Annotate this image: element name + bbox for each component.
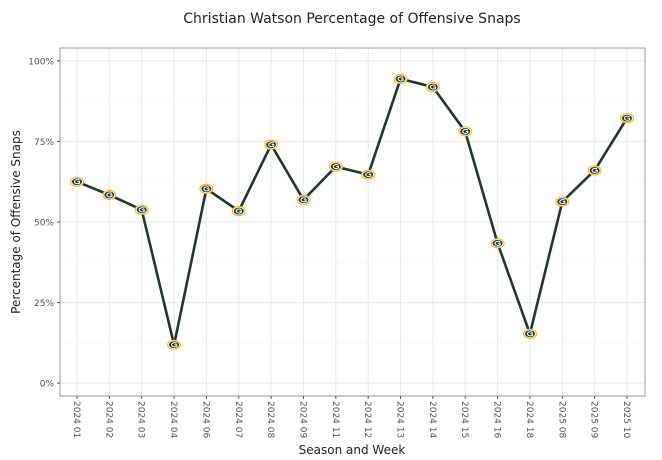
logo-g-letter [494, 240, 501, 246]
x-tick-label: 2024 08 [265, 401, 275, 438]
x-axis-label: Season and Week [299, 443, 406, 456]
grid [60, 48, 645, 396]
logo-g-letter [397, 76, 404, 82]
logo-g-letter [526, 331, 534, 337]
packers-logo-icon [264, 139, 279, 150]
logo-g-letter [365, 172, 372, 178]
x-axis: 2024 01 2024 02 2024 03 2024 04 2024 06 2024 … [71, 396, 631, 438]
y-tick-label: 75% [34, 138, 54, 148]
packers-logo-icon [458, 126, 473, 137]
logo-g-letter [462, 128, 469, 134]
x-tick-label: 2024 16 [492, 401, 502, 438]
y-axis-label: Percentage of Offensive Snaps [9, 130, 23, 314]
packers-logo-icon [425, 81, 440, 93]
packers-logo-icon [102, 189, 117, 201]
packers-logo-icon [587, 165, 602, 176]
logo-g-letter [332, 164, 339, 170]
logo-g-letter [170, 342, 178, 348]
x-tick-label: 2024 01 [71, 401, 81, 438]
y-tick-label: 25% [34, 299, 54, 309]
x-tick-label: 2024 14 [427, 401, 437, 438]
logo-g-letter [106, 192, 113, 198]
x-tick-label: 2024 07 [233, 401, 243, 438]
logo-g-letter [138, 207, 145, 213]
x-tick-label: 2024 12 [362, 401, 372, 438]
series-line [76, 77, 629, 347]
packers-logo-icon [522, 328, 537, 339]
packers-logo-icon [328, 161, 343, 172]
x-tick-label: 2024 03 [136, 401, 146, 438]
logo-g-letter [429, 84, 437, 90]
logo-g-letter [203, 186, 210, 192]
x-tick-label: 2024 18 [524, 401, 534, 438]
y-tick-label: 50% [34, 219, 54, 229]
x-tick-label: 2024 11 [330, 401, 340, 438]
x-tick-label: 2024 09 [297, 401, 307, 438]
logo-g-letter [300, 197, 307, 203]
x-tick-label: 2025 09 [589, 401, 599, 438]
x-tick-label: 2024 04 [168, 401, 178, 438]
packers-logo-icon [619, 113, 635, 124]
packers-logo-icon [393, 73, 408, 85]
y-tick-label: 100% [28, 57, 54, 67]
x-tick-label: 2024 13 [395, 401, 405, 438]
packers-logo-icon [361, 169, 376, 180]
packers-logo-icon [555, 196, 570, 207]
y-tick-label: 0% [40, 380, 55, 390]
packers-logo-icon [69, 176, 85, 187]
logo-g-letter [591, 167, 598, 173]
logo-g-letter [559, 199, 566, 205]
logo-g-letter [235, 208, 242, 214]
x-tick-label: 2024 06 [200, 401, 210, 438]
packers-logo-icon [490, 238, 505, 249]
logo-g-letter [268, 142, 275, 148]
x-tick-label: 2024 15 [459, 401, 469, 438]
data-points [69, 73, 635, 350]
logo-g-letter [73, 179, 81, 185]
x-tick-label: 2025 08 [556, 401, 566, 438]
y-axis: 0% 25% 50% 75% 100% [28, 57, 60, 390]
packers-logo-icon [199, 183, 214, 194]
x-tick-label: 2024 02 [103, 401, 113, 438]
packers-logo-icon [296, 194, 311, 205]
logo-g-letter [623, 115, 631, 121]
packers-logo-icon [167, 339, 182, 350]
x-tick-label: 2025 10 [621, 401, 631, 438]
packers-logo-icon [134, 204, 149, 215]
chart-title: Christian Watson Percentage of Offensive… [183, 11, 520, 27]
packers-logo-icon [231, 205, 246, 217]
